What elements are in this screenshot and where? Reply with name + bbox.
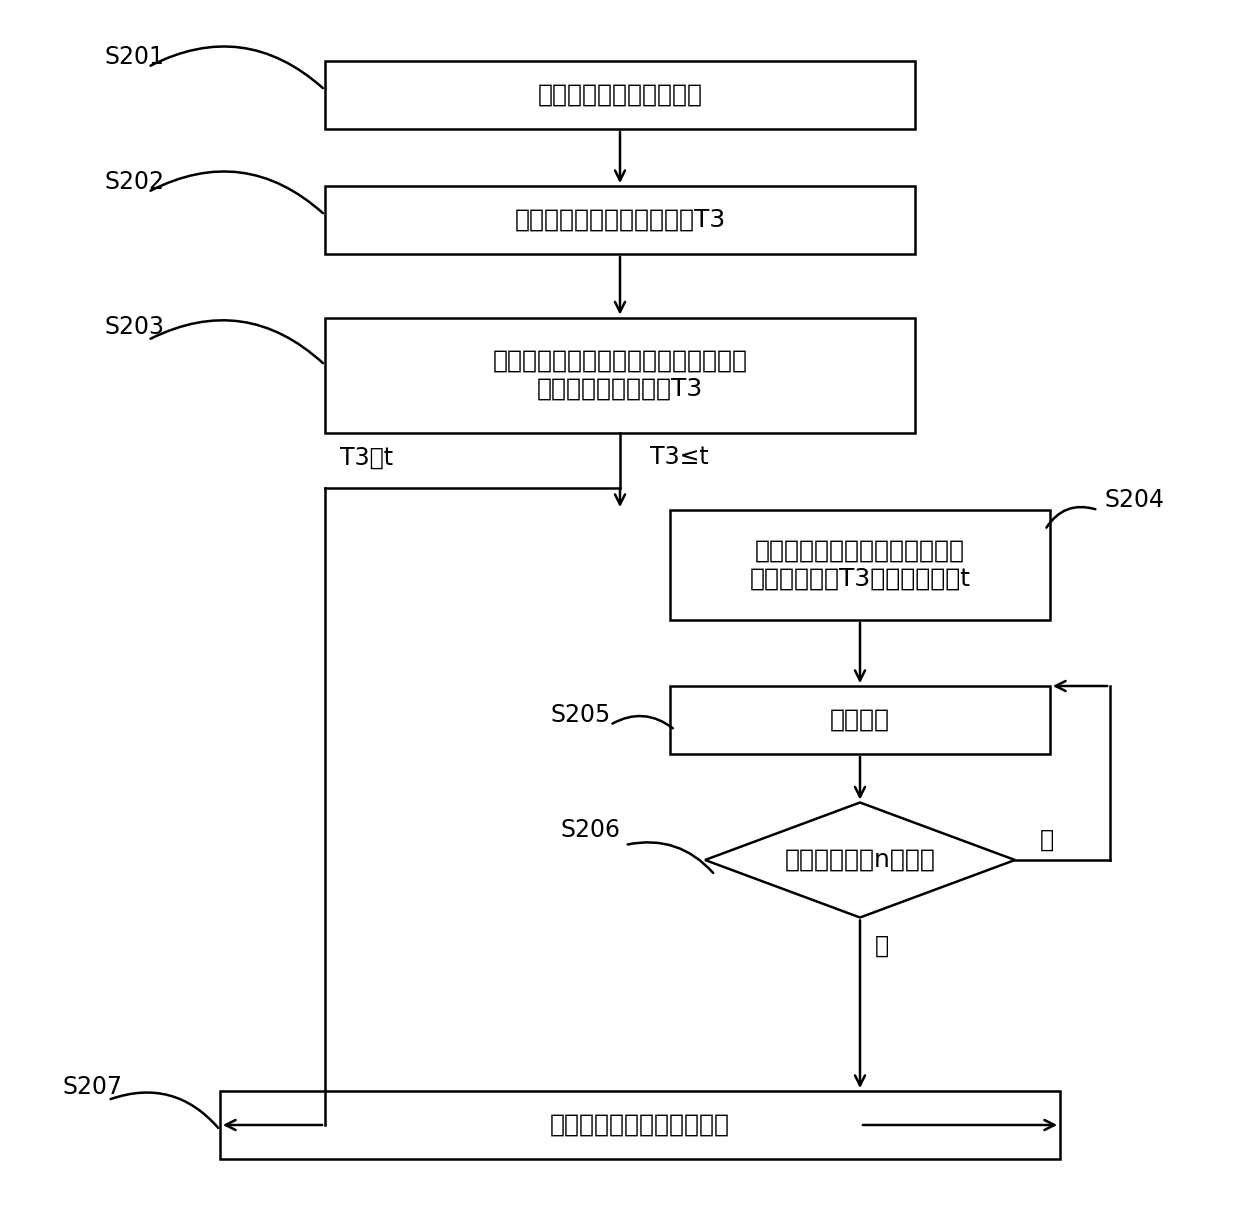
Text: 否: 否: [1040, 828, 1054, 852]
Text: 空调系统以除霜模式运行: 空调系统以除霜模式运行: [537, 83, 703, 107]
Bar: [670, 510, 1050, 619]
Text: S203: S203: [105, 315, 165, 340]
Text: 是: 是: [875, 933, 889, 958]
Bar: [670, 686, 1050, 755]
Text: S207: S207: [62, 1075, 122, 1099]
Text: S204: S204: [1105, 488, 1166, 512]
Bar: [325, 318, 915, 432]
Text: 检测室外换热器的出口温度T3: 检测室外换热器的出口温度T3: [515, 208, 725, 232]
Text: 在空调系统满足退出除霜模式的条件时
，判断此时的温度值T3: 在空调系统满足退出除霜模式的条件时 ，判断此时的温度值T3: [492, 349, 748, 400]
Text: S206: S206: [560, 818, 620, 842]
Text: 控制空调系统进入制热模式: 控制空调系统进入制热模式: [551, 1114, 730, 1137]
Text: S202: S202: [105, 170, 165, 194]
Bar: [325, 61, 915, 129]
Text: S201: S201: [105, 45, 165, 69]
Polygon shape: [706, 802, 1016, 918]
Bar: [325, 186, 915, 254]
Text: S205: S205: [551, 703, 610, 727]
Text: 通过调大节流部件例如电子膨胀
阀的开度以使T3大于预设温度t: 通过调大节流部件例如电子膨胀 阀的开度以使T3大于预设温度t: [749, 539, 971, 591]
Bar: [219, 1090, 1060, 1159]
Text: 开始计时: 开始计时: [830, 708, 890, 731]
Text: 计时时间大于n分钟？: 计时时间大于n分钟？: [785, 848, 935, 873]
Text: T3≤t: T3≤t: [650, 445, 709, 470]
Text: T3＞t: T3＞t: [340, 445, 393, 470]
